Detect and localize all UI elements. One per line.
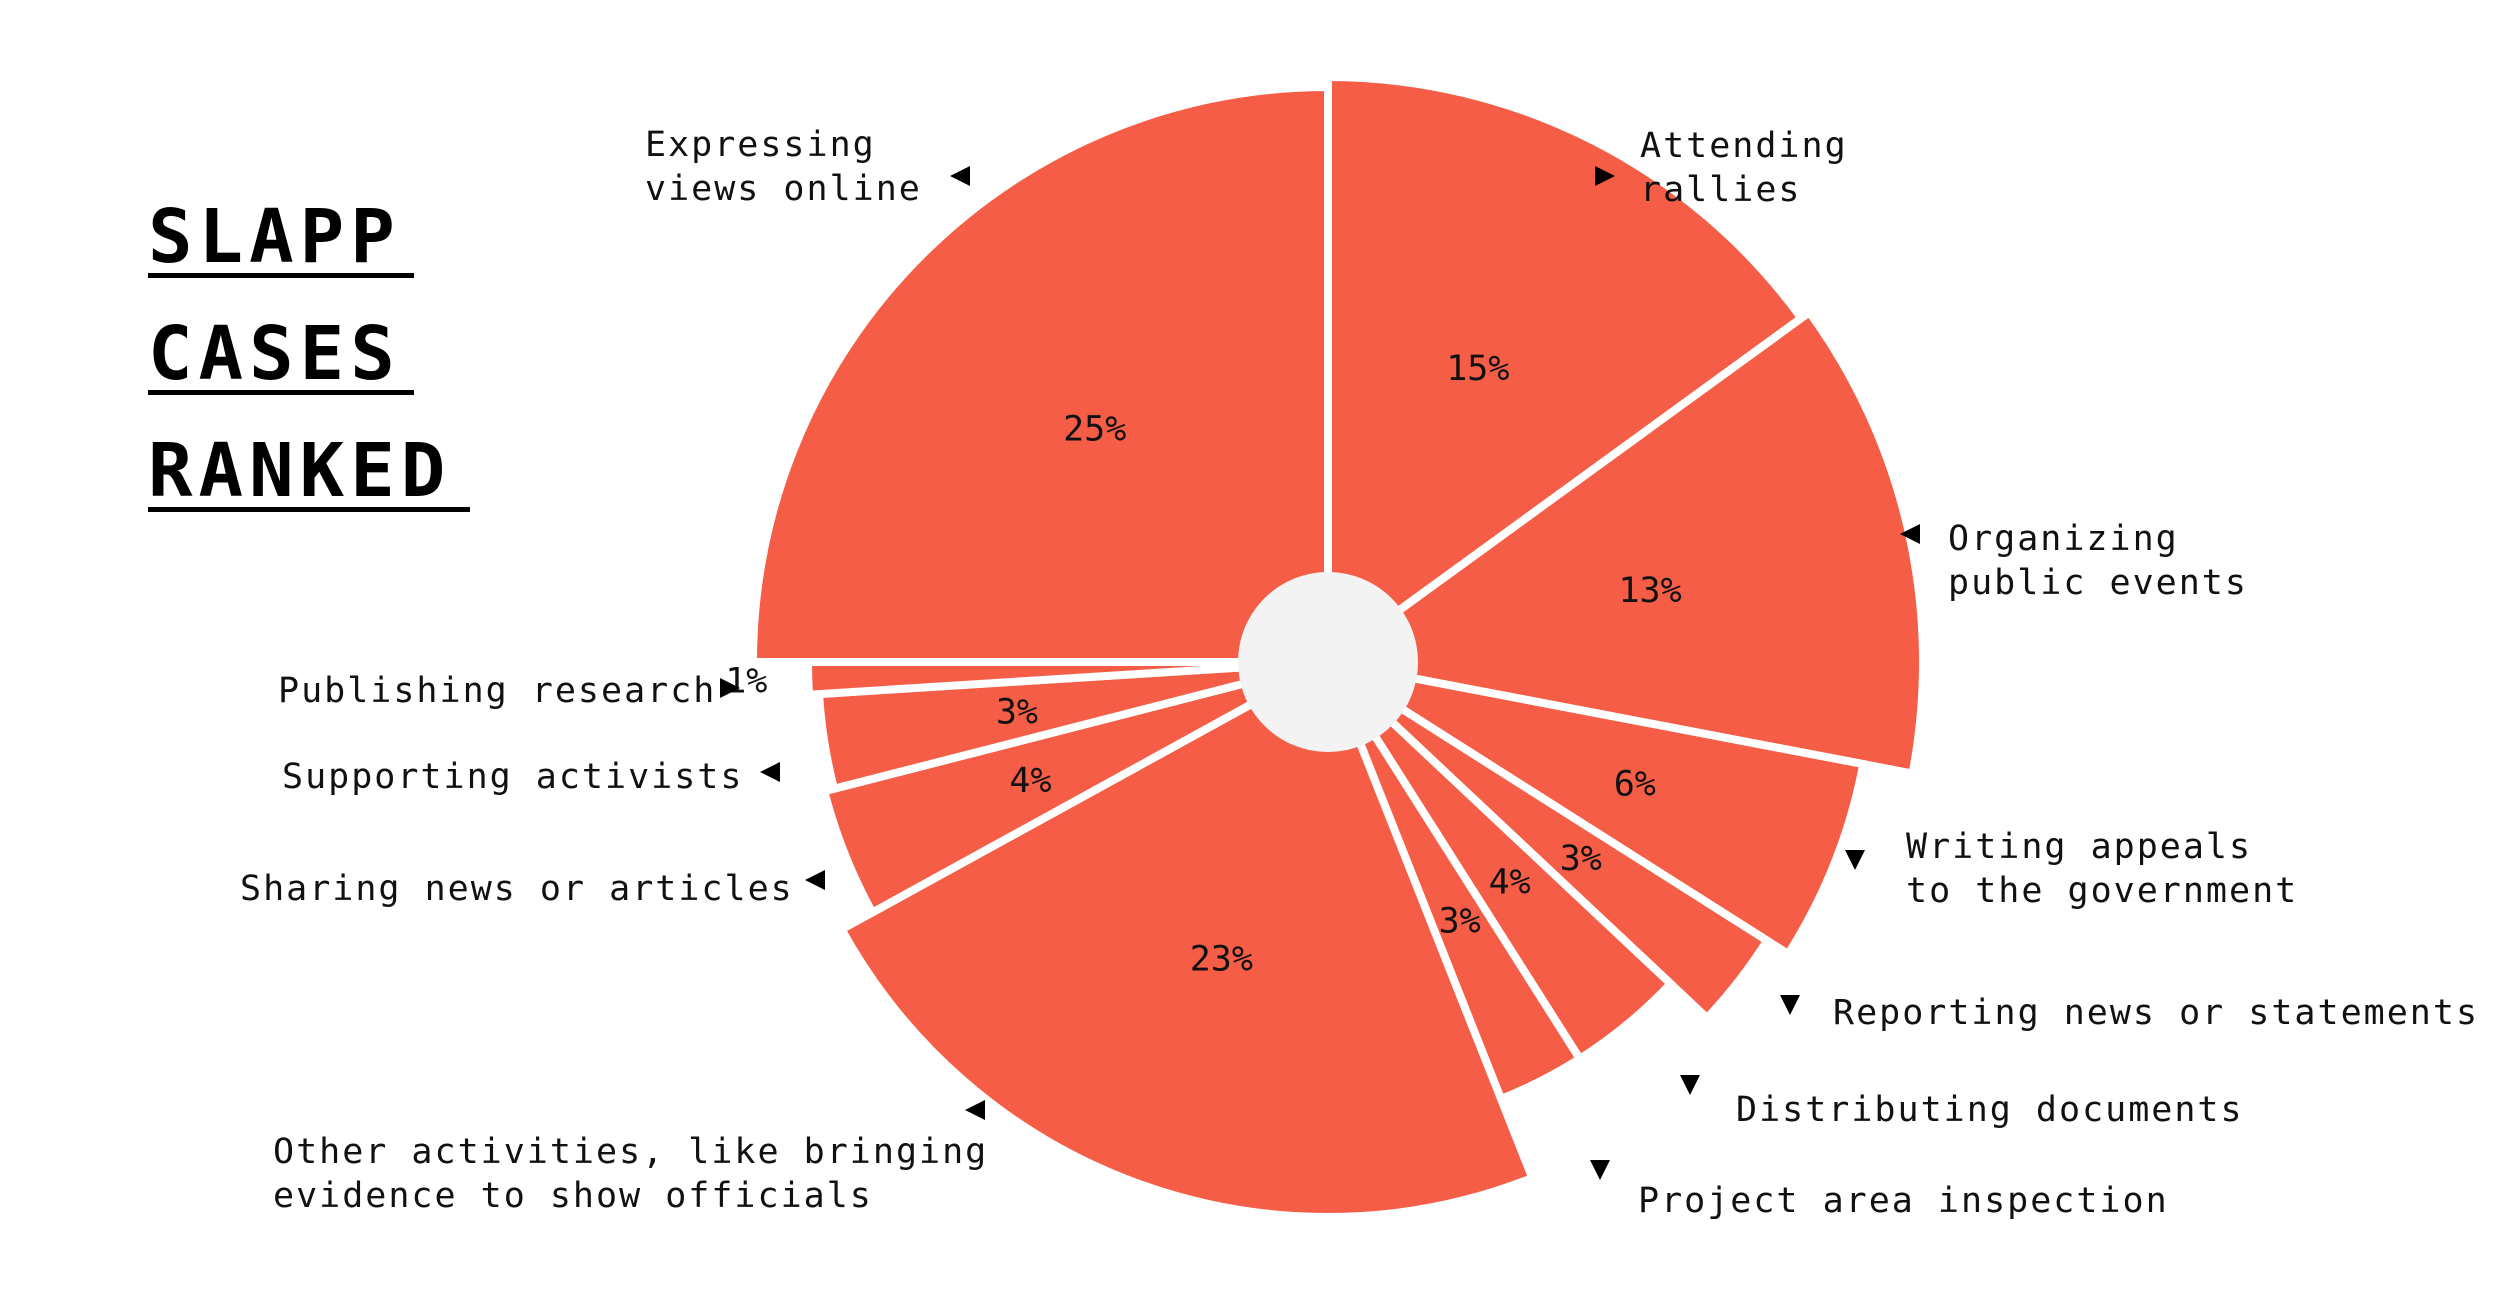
pointer-arrow-icon (1900, 524, 1920, 544)
pointer-arrow-icon (1590, 1160, 1610, 1180)
category-labels: Attending rallies Organizing public events W… (240, 125, 2479, 1221)
pie-slice-3 (1325, 658, 1868, 960)
chart-title: SLAPP CASES RANKED (148, 194, 470, 514)
category-label-3: Writing appeals to the government (1906, 827, 2298, 911)
pointer-arrow-icon (1845, 850, 1865, 870)
pie-slice-8 (819, 658, 1330, 918)
pie-slice-7 (836, 656, 1538, 1221)
pie-slice-1 (1324, 72, 1807, 670)
pie-center-hole (1238, 572, 1418, 752)
category-label-8: Sharing news or articles (240, 869, 794, 909)
pointer-arrow-icon (950, 166, 970, 186)
label-pointers (720, 166, 1920, 1180)
pie-slice-11 (748, 82, 1332, 666)
pointer-arrow-icon (1680, 1075, 1700, 1095)
category-label-10: Publishing research (278, 671, 716, 711)
pointer-arrow-icon (805, 870, 825, 890)
value-label-7: 23% (1190, 939, 1253, 979)
title-line-2: CASES (148, 311, 401, 397)
value-label-11: 25% (1063, 410, 1126, 450)
title-line-3: RANKED (148, 428, 451, 514)
value-label-8: 4% (1009, 761, 1051, 801)
pointer-arrow-icon (720, 678, 740, 698)
value-labels: 15%13%6%3%4%3%23%4%3%1%25% (725, 349, 1681, 979)
pointer-arrow-icon (760, 762, 780, 782)
category-label-2: Organizing public events (1948, 519, 2248, 603)
title-underline-1 (148, 273, 414, 278)
value-label-6: 3% (1439, 901, 1481, 941)
category-label-11: Expressing views online (645, 125, 922, 209)
pointer-arrow-icon (1595, 166, 1615, 186)
pointer-arrow-icon (965, 1100, 985, 1120)
title-line-1: SLAPP (148, 194, 401, 280)
category-label-1: Attending rallies (1640, 126, 1848, 210)
category-label-4: Reporting news or statements (1833, 993, 2479, 1033)
category-label-9: Supporting activists (282, 757, 743, 797)
pie-slices (748, 72, 1927, 1221)
category-label-7: Other activities, like bringing evidence … (273, 1132, 988, 1216)
value-label-9: 3% (996, 692, 1038, 732)
value-label-2: 13% (1618, 571, 1681, 611)
category-label-5: Distributing documents (1736, 1090, 2244, 1130)
value-label-4: 3% (1560, 839, 1602, 879)
pie-slice-4 (1325, 658, 1773, 1024)
category-label-6: Project area inspection (1638, 1181, 2169, 1221)
value-label-5: 4% (1489, 863, 1531, 903)
title-underline-3 (148, 507, 470, 512)
value-label-1: 15% (1446, 349, 1509, 389)
title-underline-2 (148, 390, 414, 395)
value-label-3: 6% (1614, 765, 1656, 805)
value-label-10: 1% (725, 661, 767, 701)
pointer-arrow-icon (1780, 995, 1800, 1015)
